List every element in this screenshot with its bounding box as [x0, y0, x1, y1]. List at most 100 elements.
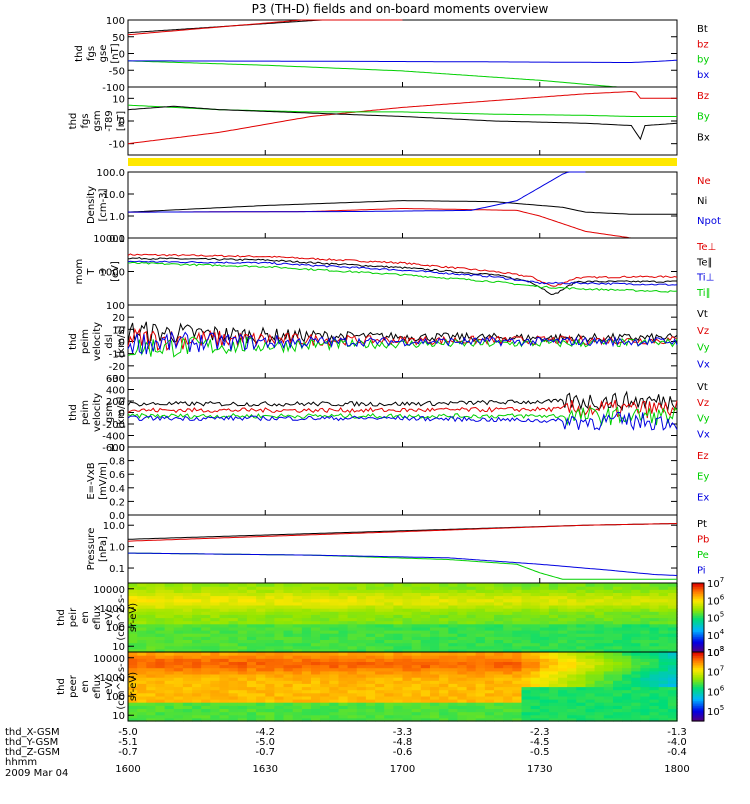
spec-cell-peer: [265, 692, 276, 697]
spec-cell-peer: [530, 670, 541, 675]
spec-cell-peir: [631, 636, 642, 640]
spec-cell-peer: [356, 702, 367, 706]
ytick-label-peim-gsm-5: -400: [102, 432, 125, 443]
spec-cell-peer: [475, 717, 486, 722]
spec-cell-peer: [457, 677, 468, 681]
spec-cell-peer: [320, 711, 330, 716]
spec-cell-peir: [576, 614, 587, 619]
spec-cell-peir: [210, 614, 221, 619]
spec-cell-peir: [631, 639, 642, 644]
spec-cell-peer: [137, 664, 147, 669]
spec-cell-peer: [338, 664, 349, 669]
spec-cell-peer: [613, 680, 623, 684]
spec-cell-peer: [256, 674, 266, 678]
legend-peim-dsl-Vy: Vy: [697, 343, 710, 354]
spec-cell-peer: [375, 717, 385, 722]
spec-cell-peer: [585, 652, 596, 656]
spec-cell-peer: [219, 699, 230, 703]
xaxis-value-thd_Z-GSM-0: -0.7: [118, 747, 138, 758]
spec-cell-peir: [201, 589, 211, 593]
spec-cell-peir: [585, 626, 596, 631]
spec-cell-peir: [384, 642, 394, 647]
legend-fgs-gse-bx: bx: [697, 70, 709, 81]
spec-cell-peir: [503, 617, 513, 622]
spec-cell-peir: [649, 639, 660, 644]
spec-cell-peer: [292, 695, 303, 700]
spec-cell-peir: [338, 595, 349, 600]
spec-cell-peer: [430, 658, 440, 662]
spec-cell-peir: [201, 614, 211, 619]
spec-cell-peer: [430, 695, 440, 700]
ytick-label-efield-5: 0.0: [109, 511, 125, 522]
spec-cell-peer: [201, 717, 211, 722]
spec-cell-peer: [201, 714, 211, 719]
spec-cell-peir: [283, 614, 294, 619]
spec-cell-peer: [475, 670, 486, 675]
spec-cell-peir: [457, 633, 468, 637]
spec-cell-peir: [182, 642, 193, 647]
spec-cell-peer: [613, 670, 623, 675]
spec-cell-peer: [457, 714, 468, 719]
spec-cell-peir: [320, 630, 330, 634]
spec-cell-peer: [128, 664, 138, 669]
spec-cell-peir: [448, 583, 459, 587]
spec-cell-peir: [356, 611, 367, 615]
spec-cell-peir: [439, 592, 449, 597]
spec-cell-peer: [128, 655, 138, 659]
spec-cell-peir: [402, 592, 413, 597]
spec-cell-peir: [558, 598, 568, 603]
spec-cell-peer: [201, 692, 211, 697]
spec-cell-peer: [164, 680, 175, 684]
spec-cell-peer: [539, 674, 550, 678]
spec-cell-peer: [457, 661, 468, 666]
spec-cell-peir: [237, 614, 248, 619]
spec-cell-peer: [558, 652, 568, 656]
spec-cell-peir: [658, 605, 669, 609]
legend-fgs-gsm-By: By: [697, 112, 710, 123]
spec-cell-peer: [256, 661, 266, 666]
spec-cell-peir: [439, 617, 449, 622]
spec-cell-peer: [219, 695, 230, 700]
spec-cell-peer: [173, 689, 184, 694]
spec-cell-peir: [503, 648, 513, 653]
spec-cell-peer: [640, 686, 651, 691]
spec-cell-peer: [420, 652, 431, 656]
colorbar-cell-peir: [692, 624, 704, 627]
ylabel-peer-line-6: sr-eV): [128, 672, 139, 701]
spec-cell-peir: [594, 592, 605, 597]
spec-cell-peer: [439, 670, 449, 675]
spec-cell-peir: [667, 642, 678, 647]
spec-cell-peir: [585, 636, 596, 640]
spec-cell-peir: [182, 623, 193, 628]
spec-cell-peir: [182, 611, 193, 615]
spec-cell-peir: [475, 583, 486, 587]
spec-cell-peir: [667, 601, 678, 606]
spec-cell-peir: [320, 595, 330, 600]
spec-cell-peer: [640, 661, 651, 666]
spec-cell-peer: [219, 655, 230, 659]
spec-cell-peer: [530, 677, 541, 681]
spec-cell-peer: [548, 714, 559, 719]
spec-cell-peer: [182, 680, 193, 684]
spec-cell-peir: [338, 586, 349, 590]
spec-cell-peir: [649, 617, 660, 622]
spec-cell-peir: [137, 617, 147, 622]
spec-cell-peir: [430, 623, 440, 628]
spec-cell-peer: [558, 683, 568, 688]
spec-cell-peir: [256, 605, 266, 609]
spec-cell-peer: [530, 683, 541, 688]
spec-cell-peer: [521, 664, 532, 669]
spec-cell-peer: [548, 664, 559, 669]
spec-cell-peer: [301, 699, 312, 703]
spec-cell-peer: [155, 667, 166, 672]
spec-cell-peir: [558, 626, 568, 631]
spec-cell-peer: [613, 689, 623, 694]
spec-cell-peer: [548, 658, 559, 662]
spec-cell-peer: [301, 702, 312, 706]
spec-cell-peir: [301, 614, 312, 619]
spec-cell-peer: [128, 714, 138, 719]
spec-cell-peir: [292, 586, 303, 590]
spec-cell-peer: [402, 674, 413, 678]
series-peim-gsm-Vz: [127, 399, 678, 419]
spec-cell-peer: [631, 717, 642, 722]
